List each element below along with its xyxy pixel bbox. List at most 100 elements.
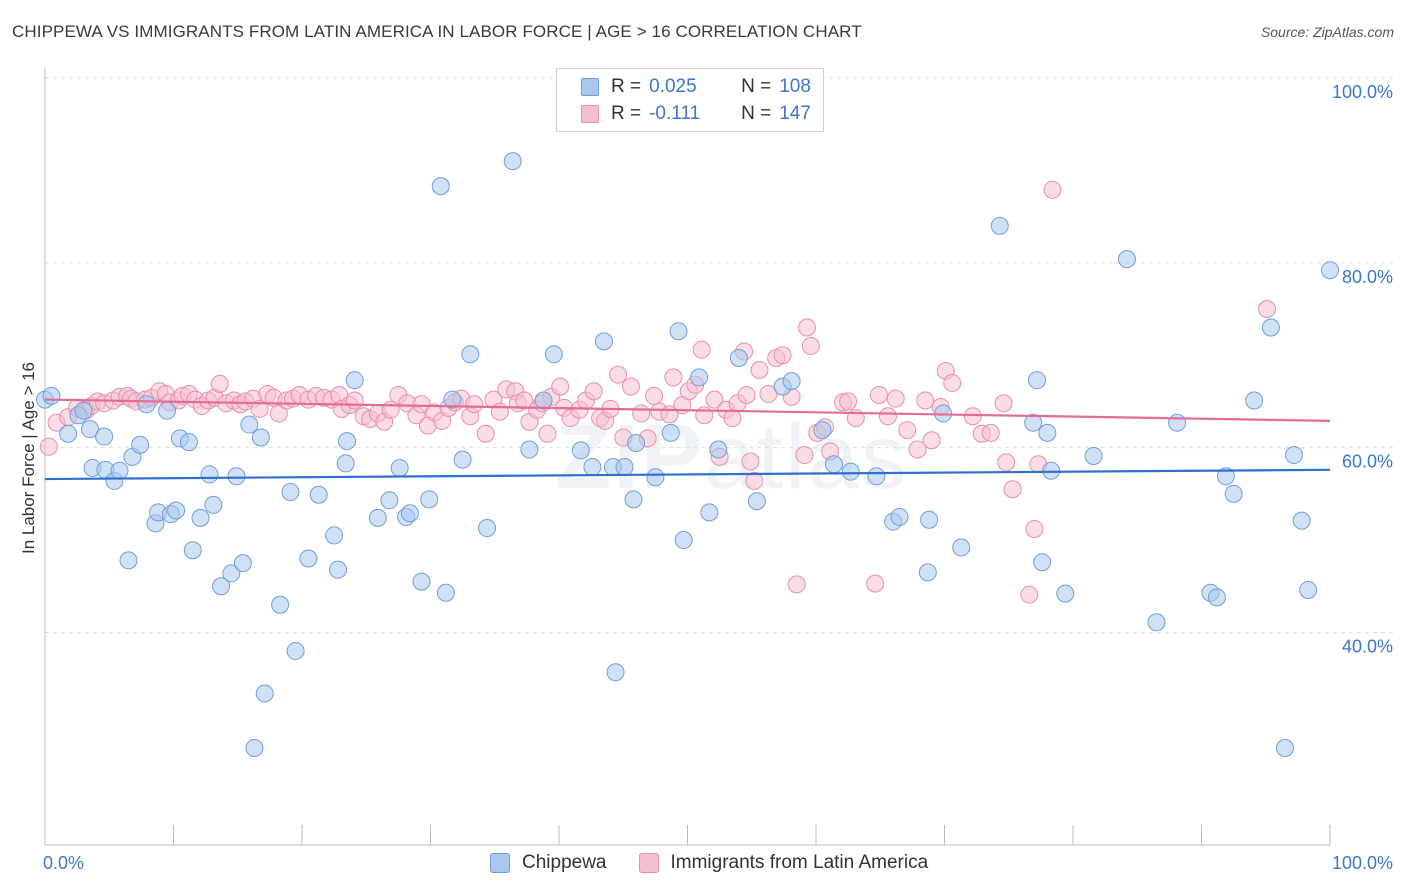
point-chippewa [918,563,937,582]
axes [44,68,1331,846]
point-chippewa [412,572,431,591]
point-chippewa [137,395,156,414]
series-immigrants-points [39,180,1277,604]
legend-r-label: R = [611,103,642,124]
point-chippewa [1321,261,1339,280]
point-chippewa [240,415,259,434]
y-tick-label: 100.0% [1332,82,1393,102]
point-chippewa [255,684,274,703]
point-immigrants [39,437,58,456]
legend-n-label: N = [741,103,772,124]
point-chippewa [669,322,688,341]
point-immigrants [981,423,1000,442]
point-immigrants [1003,480,1022,499]
point-chippewa [990,216,1009,235]
point-immigrants [878,407,897,426]
gridlines [45,77,1395,633]
point-chippewa [400,504,419,523]
point-chippewa [813,421,832,440]
point-immigrants [621,377,640,396]
point-chippewa [1117,250,1136,269]
correlation-legend: R = 0.025 N = 108 R = -0.111 N = 147 [556,68,824,132]
x-tick-label-max: 100.0% [1332,853,1393,873]
point-chippewa [624,490,643,509]
point-immigrants [465,395,484,414]
point-chippewa [1245,391,1264,410]
point-chippewa [390,458,409,477]
point-chippewa [646,468,665,487]
legend-n-label: N = [741,76,772,97]
point-immigrants [476,424,495,443]
y-tick-label: 60.0% [1342,452,1393,472]
point-chippewa [1028,371,1047,390]
point-immigrants [1020,585,1039,604]
point-immigrants [994,394,1013,413]
point-immigrants [1258,300,1277,319]
point-immigrants [609,365,628,384]
point-immigrants [538,424,557,443]
point-immigrants [839,392,858,411]
legend-r-value: 0.025 [649,76,697,97]
legend-row-immigrants: R = -0.111 N = 147 [581,102,811,126]
legend-n-value: 108 [779,76,811,97]
point-chippewa [227,467,246,486]
point-immigrants [898,421,917,440]
legend-swatch-chippewa [490,853,510,873]
point-immigrants [773,346,792,365]
point-immigrants [705,390,724,409]
trend-line-chippewa [44,468,1331,481]
point-chippewa [436,583,455,602]
point-chippewa [251,428,270,447]
point-chippewa [420,490,439,509]
point-chippewa [271,595,290,614]
point-chippewa [286,641,305,660]
point-chippewa [1038,423,1057,442]
point-immigrants [798,318,817,337]
point-chippewa [183,541,202,560]
point-chippewa [1299,580,1318,599]
point-chippewa [200,465,219,484]
trend-lines [44,398,1331,481]
point-chippewa [1276,738,1295,757]
point-chippewa [245,738,264,757]
legend-swatch-immigrants [638,853,659,873]
point-chippewa [1285,446,1304,465]
point-chippewa [1216,467,1235,486]
legend-r-label: R = [611,76,642,97]
point-chippewa [583,458,602,477]
point-chippewa [42,386,61,405]
point-chippewa [534,391,553,410]
point-chippewa [204,495,223,514]
point-chippewa [1033,553,1052,572]
point-chippewa [443,390,462,409]
point-chippewa [824,455,843,474]
point-immigrants [943,373,962,392]
trend-line-immigrants [44,398,1331,422]
point-chippewa [119,551,138,570]
point-immigrants [1025,519,1044,538]
point-chippewa [782,372,801,391]
point-immigrants [869,385,888,404]
point-chippewa [461,345,480,364]
point-immigrants [908,440,927,459]
series-legend: Chippewa Immigrants from Latin America [490,852,928,874]
point-immigrants [886,389,905,408]
point-chippewa [80,420,99,439]
point-immigrants [692,340,711,359]
axis-labels: 40.0% 60.0% 80.0% 100.0% 0.0% 100.0% In Labor … [19,82,1393,873]
point-immigrants [210,374,229,393]
point-chippewa [920,510,939,529]
point-chippewa [325,526,344,545]
point-immigrants [795,446,814,465]
point-immigrants [787,575,806,594]
point-immigrants [741,452,760,471]
legend-swatch-blue [581,78,599,96]
point-chippewa [674,531,693,550]
point-chippewa [571,441,590,460]
point-chippewa [1024,413,1043,432]
x-tick-label-min: 0.0% [43,853,84,873]
point-immigrants [737,385,756,404]
point-chippewa [191,508,210,527]
point-chippewa [74,401,93,420]
point-chippewa [890,507,909,526]
